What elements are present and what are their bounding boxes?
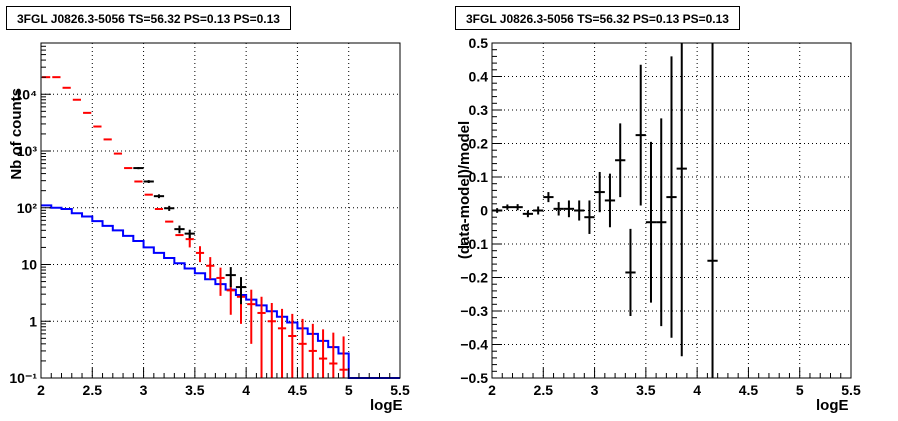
right-y-tick-label: 0.3 bbox=[469, 102, 489, 118]
right-residual-point bbox=[522, 210, 534, 218]
right-x-tick-label: 2 bbox=[488, 382, 496, 398]
left-data-point bbox=[184, 229, 195, 239]
right-y-tick-label: −0.4 bbox=[460, 337, 488, 353]
left-y-tick-label: 10 bbox=[21, 257, 37, 273]
left-data-point bbox=[153, 194, 165, 199]
left-red-marker bbox=[247, 289, 256, 344]
right-residual-point bbox=[512, 204, 523, 211]
left-y-tick-label: 10³ bbox=[17, 143, 38, 159]
left-series-blue-step bbox=[41, 204, 400, 379]
right-residual-point bbox=[594, 171, 605, 213]
right-residual-point bbox=[574, 200, 585, 221]
right-residual-point bbox=[645, 141, 657, 303]
left-plot-title: 3FGL J0826.3-5056 TS=56.32 PS=0.13 PS=0.… bbox=[6, 6, 291, 30]
left-red-marker bbox=[277, 308, 287, 378]
right-y-tick-label: 0.4 bbox=[469, 69, 489, 85]
right-x-tick-label: 2.5 bbox=[534, 382, 554, 398]
left-y-tick-label: 10² bbox=[17, 200, 38, 216]
right-residual-point bbox=[502, 204, 513, 210]
right-y-tick-label: −0.5 bbox=[460, 370, 488, 386]
left-red-marker bbox=[339, 336, 348, 378]
right-y-tick-label: 0.2 bbox=[469, 136, 489, 152]
left-red-marker bbox=[195, 246, 205, 263]
right-residual-point bbox=[563, 200, 575, 218]
right-residual-point bbox=[635, 64, 646, 206]
right-residual-point bbox=[533, 206, 544, 215]
right-x-tick-label: 5.5 bbox=[841, 382, 861, 398]
left-data-point bbox=[164, 205, 175, 211]
right-residual-point bbox=[656, 118, 667, 327]
left-x-tick-label: 2 bbox=[37, 382, 45, 398]
right-y-tick-label: 0.1 bbox=[469, 169, 489, 185]
left-x-tick-label: 3 bbox=[140, 382, 148, 398]
right-residual-point bbox=[615, 123, 626, 198]
left-red-marker bbox=[257, 296, 266, 378]
left-y-tick-label: 1 bbox=[29, 313, 37, 329]
left-data-point bbox=[143, 180, 154, 183]
right-x-tick-label: 4 bbox=[693, 382, 701, 398]
left-x-tick-label: 4.5 bbox=[288, 382, 308, 398]
left-x-tick-label: 4 bbox=[242, 382, 250, 398]
right-y-tick-label: −0.1 bbox=[460, 236, 488, 252]
left-y-axis-label: Nb of counts bbox=[8, 88, 25, 180]
right-x-tick-label: 3.5 bbox=[636, 382, 656, 398]
left-red-marker bbox=[329, 332, 338, 378]
left-x-axis-label: logE bbox=[370, 397, 403, 414]
right-residual-point bbox=[584, 200, 595, 234]
right-x-tick-label: 4.5 bbox=[739, 382, 759, 398]
right-residual-point bbox=[553, 202, 564, 216]
right-residual-point bbox=[625, 228, 636, 317]
left-red-marker bbox=[216, 267, 225, 296]
left-data-point bbox=[133, 167, 144, 170]
right-plot-title: 3FGL J0826.3-5056 TS=56.32 PS=0.13 PS=0.… bbox=[455, 6, 740, 30]
right-y-tick-label: −0.2 bbox=[460, 270, 488, 286]
right-x-tick-label: 3 bbox=[591, 382, 599, 398]
right-y-tick-label: −0.3 bbox=[460, 303, 488, 319]
left-red-marker bbox=[298, 318, 307, 378]
left-red-marker bbox=[318, 329, 328, 378]
left-plot-area bbox=[41, 43, 400, 378]
left-red-marker bbox=[267, 302, 276, 378]
left-x-tick-label: 5.5 bbox=[390, 382, 410, 398]
right-residual-point bbox=[543, 192, 554, 203]
right-y-axis-label: (data-model)/model bbox=[456, 121, 473, 259]
right-y-tick-label: 0 bbox=[480, 203, 488, 219]
right-x-axis-label: logE bbox=[816, 397, 849, 414]
left-red-marker bbox=[206, 257, 215, 280]
right-residual-point bbox=[676, 43, 687, 357]
left-red-marker bbox=[288, 313, 297, 378]
right-residual-point bbox=[666, 56, 677, 338]
left-data-point bbox=[235, 277, 247, 305]
left-y-tick-label: 10⁴ bbox=[15, 86, 38, 102]
right-x-tick-label: 5 bbox=[796, 382, 804, 398]
left-x-tick-label: 5 bbox=[345, 382, 353, 398]
left-y-tick-label: 10⁻¹ bbox=[9, 370, 37, 386]
left-data-point bbox=[174, 225, 185, 234]
right-residual-point bbox=[604, 173, 616, 228]
left-x-tick-label: 2.5 bbox=[83, 382, 103, 398]
left-red-marker bbox=[308, 323, 317, 378]
right-residual-point bbox=[707, 43, 718, 378]
right-y-tick-label: 0.5 bbox=[469, 35, 489, 51]
left-data-point bbox=[225, 267, 236, 288]
left-x-tick-label: 3.5 bbox=[185, 382, 205, 398]
